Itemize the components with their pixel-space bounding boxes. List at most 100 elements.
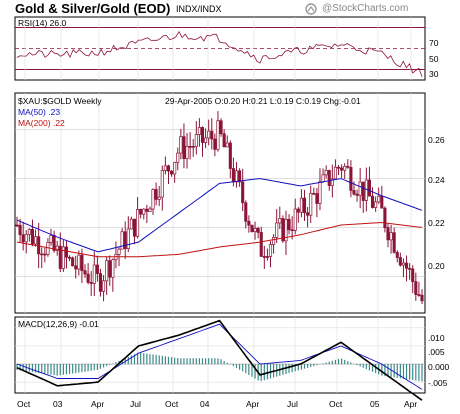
candle-body (312, 192, 316, 195)
ma50-label: MA(50) .23 (18, 107, 60, 117)
candle-body (154, 189, 158, 200)
x-tick-label: Jul (287, 399, 298, 409)
candle-body (411, 268, 415, 283)
chart-title: Gold & Silver/Gold (EOD) (15, 1, 171, 16)
candle-body (61, 246, 65, 269)
rsi-lines (16, 30, 423, 77)
candle-body (160, 170, 164, 198)
candle-body (111, 259, 115, 278)
candle-body (302, 197, 307, 214)
candle-body (355, 193, 359, 196)
candle-body (247, 220, 251, 226)
candle-body (398, 257, 402, 266)
symbol-label: $XAU:$GOLD Weekly (18, 96, 102, 106)
candle-body (30, 228, 35, 245)
candle-body (241, 181, 245, 204)
macd-panel-frame (14, 316, 426, 394)
x-tick-label: Jul (130, 399, 141, 409)
candle-body (346, 165, 350, 168)
candle-body (404, 262, 409, 269)
rsi-tick-30: 30 (429, 69, 439, 79)
candle-body (33, 236, 38, 245)
candle-body (179, 136, 183, 154)
candle-body (272, 237, 276, 245)
candle-body (395, 252, 399, 258)
rsi-tick-50: 50 (429, 54, 439, 64)
candle-body (176, 152, 180, 163)
candle-body (417, 294, 421, 296)
candle-body (420, 294, 424, 302)
candle-body (299, 197, 303, 213)
candle-body (191, 146, 195, 148)
candle-body (151, 189, 155, 210)
candle-body (15, 224, 19, 227)
candle-body (200, 127, 205, 143)
candle-body (401, 262, 406, 266)
candle-body (259, 232, 263, 257)
candle-body (216, 120, 220, 150)
candle-body (352, 190, 356, 195)
candle-body (98, 273, 103, 292)
candle-body (281, 218, 285, 242)
candle-body (213, 138, 217, 150)
macd-line (16, 319, 423, 401)
candle-body (157, 196, 161, 200)
candle-body (49, 235, 53, 243)
candle-body (68, 256, 72, 259)
price-tick-026: 0.26 (428, 135, 445, 145)
candle-body (231, 168, 235, 183)
candle-body (194, 134, 198, 147)
price-grid (15, 93, 425, 313)
candle-body (327, 170, 331, 186)
x-tick-label: Apr (91, 399, 104, 409)
candle-body (102, 280, 106, 292)
candle-body (222, 133, 226, 148)
candle-body (268, 244, 273, 257)
ma200-line (16, 222, 423, 258)
macd-lines (16, 319, 423, 401)
candle-body (374, 201, 378, 208)
candle-body (74, 265, 78, 270)
candle-body (71, 257, 75, 267)
candle-body (321, 174, 325, 183)
x-tick-label: Oct (329, 399, 343, 409)
chart-subtitle: INDX/INDX (176, 4, 222, 14)
watermark: @StockCharts.com (322, 3, 409, 14)
quote-readout: 29-Apr-2005 O:0.20 H:0.21 L:0.19 C:0.19 … (165, 96, 361, 106)
price-candles (15, 111, 424, 305)
candle-body (123, 231, 127, 250)
x-tick-label: Oct (165, 399, 179, 409)
candle-body (253, 227, 257, 232)
candle-body (244, 202, 248, 222)
candle-body (86, 273, 90, 283)
candle-body (139, 209, 143, 215)
price-tick-024: 0.24 (428, 175, 445, 185)
candle-body (142, 208, 146, 215)
candle-body (383, 207, 387, 228)
candle-body (340, 167, 344, 171)
candle-body (136, 209, 140, 237)
macd-tick-010: .010 (428, 333, 445, 343)
candle-body (89, 282, 93, 284)
candle-body (408, 268, 412, 270)
candle-body (188, 145, 192, 148)
candle-body (120, 231, 124, 250)
candle-body (80, 254, 84, 272)
candle-body (210, 130, 214, 140)
rsi-tick-70: 70 (429, 38, 439, 48)
candle-body (293, 208, 297, 231)
stockcharts-logo-icon (305, 3, 317, 15)
candle-body (18, 224, 22, 236)
candle-body (284, 219, 288, 242)
candle-body (27, 228, 31, 235)
candle-body (225, 142, 229, 148)
x-axis: Oct 03 Apr Jul Oct 04 Apr Jul Oct 05 Apr (17, 399, 417, 409)
ma50-line (16, 178, 423, 253)
candle-body (278, 218, 282, 224)
x-tick-label: 04 (200, 399, 210, 409)
candle-body (163, 165, 167, 171)
x-tick-label: Apr (404, 399, 417, 409)
candle-body (145, 208, 149, 212)
candle-body (275, 222, 279, 238)
candle-body (250, 224, 254, 232)
